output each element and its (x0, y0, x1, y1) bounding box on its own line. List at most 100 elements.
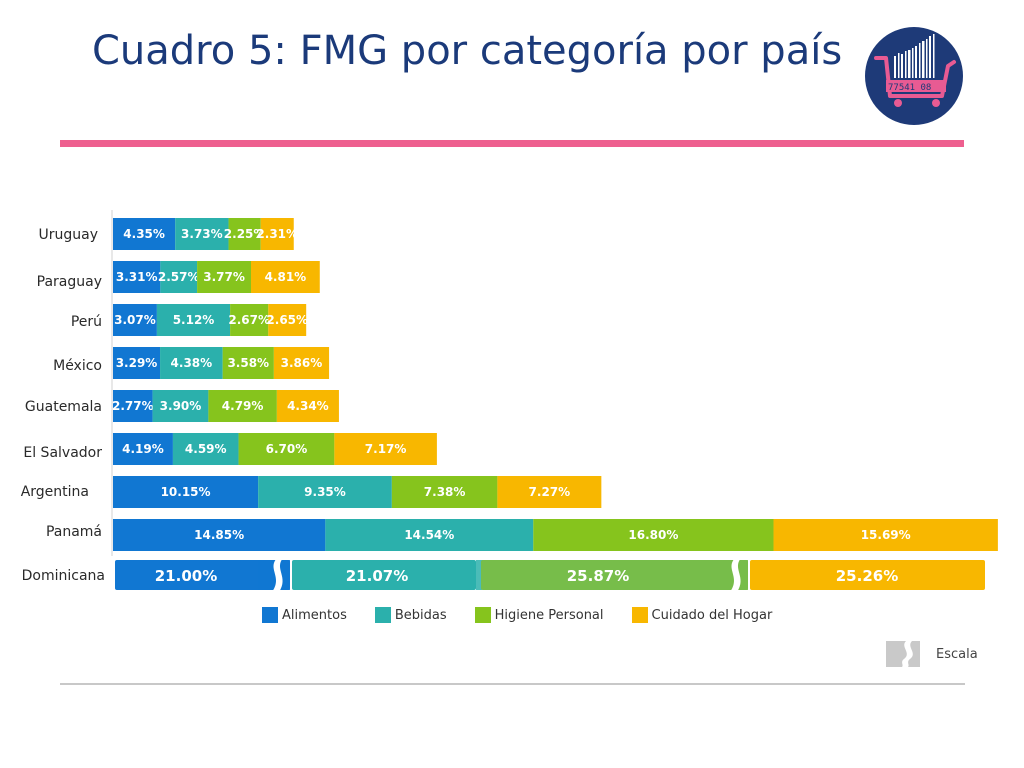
bar-uruguay-alimentos (113, 218, 176, 250)
bar-peru-higiene-personal (230, 304, 269, 336)
bar-panama-higiene-personal (533, 519, 774, 551)
legend-label: Cuidado del Hogar (651, 607, 773, 623)
bar-peru-cuidado-del-hogar (268, 304, 307, 336)
bar-argentina-alimentos (113, 476, 259, 508)
legend: Alimentos Bebidas Higiene Personal Cuidado … (262, 604, 772, 626)
category-label-3: Perú (71, 314, 102, 330)
bar-paraguay-alimentos (113, 261, 161, 293)
scale-note: Escala (886, 641, 978, 667)
data-label-dominicana-bebidas: 21.07% (346, 567, 408, 585)
data-label-paraguay-bebidas: 2.57% (158, 270, 200, 284)
bar-paraguay-bebidas (160, 261, 198, 293)
data-label-peru-cuidado-del-hogar: 2.65% (266, 313, 308, 327)
data-label-uruguay-bebidas: 3.73% (181, 227, 223, 241)
data-label-mexico-cuidado-del-hogar: 3.86% (281, 356, 323, 370)
data-label-uruguay-cuidado-del-hogar: 2.31% (256, 227, 298, 241)
scale-break-mark-3 (730, 558, 741, 592)
data-label-argentina-cuidado-del-hogar: 7.27% (529, 485, 571, 499)
category-label-9: Dominicana (22, 568, 105, 584)
title-underline (60, 140, 964, 147)
data-label-argentina-alimentos: 10.15% (161, 485, 211, 499)
data-label-dominicana-higiene-personal: 25.87% (567, 567, 629, 585)
data-label-guatemala-bebidas: 3.90% (160, 399, 202, 413)
category-label-8: Panamá (46, 524, 102, 540)
data-label-el-salvador-higiene-personal: 6.70% (266, 442, 308, 456)
data-label-mexico-higiene-personal: 3.58% (227, 356, 269, 370)
bar-argentina-cuidado-del-hogar (497, 476, 602, 508)
category-label-2: Paraguay (37, 274, 102, 290)
legend-label: Bebidas (394, 607, 447, 623)
data-label-peru-alimentos: 3.07% (114, 313, 156, 327)
page-title: Cuadro 5: FMG por categoría por país (92, 28, 843, 74)
legend-item-higiene-personal: Higiene Personal (474, 607, 604, 623)
bar-dominicana-higiene-personal (481, 560, 748, 590)
brand-logo: 77541 08 (865, 27, 963, 125)
legend-swatch (631, 607, 648, 623)
data-label-dominicana-alimentos: 21.00% (155, 567, 217, 585)
data-label-paraguay-alimentos: 3.31% (116, 270, 158, 284)
legend-item-alimentos: Alimentos (262, 607, 347, 623)
bar-dominicana-bebidas (292, 560, 476, 590)
data-label-panama-cuidado-del-hogar: 15.69% (861, 528, 911, 542)
data-label-peru-higiene-personal: 2.67% (228, 313, 270, 327)
data-label-paraguay-cuidado-del-hogar: 4.81% (265, 270, 307, 284)
bar-paraguay-cuidado-del-hogar (250, 261, 320, 293)
bar-el-salvador-alimentos (113, 433, 173, 465)
bar-guatemala-cuidado-del-hogar (276, 390, 339, 422)
bar-el-salvador-cuidado-del-hogar (334, 433, 437, 465)
scale-break-mark-1 (272, 558, 283, 592)
data-label-panama-higiene-personal: 16.80% (628, 528, 678, 542)
data-label-mexico-bebidas: 4.38% (171, 356, 213, 370)
data-label-mexico-alimentos: 3.29% (116, 356, 158, 370)
category-label-1: Uruguay (39, 227, 99, 243)
bar-mexico-bebidas (160, 347, 223, 379)
bar-dominicana-alimentos (115, 560, 290, 590)
category-labels-group: Uruguay Paraguay Perú México Guatemala El Sal… (21, 227, 105, 584)
bar-argentina-bebidas (258, 476, 392, 508)
category-label-5: Guatemala (25, 399, 102, 415)
legend-item-bebidas: Bebidas (374, 607, 447, 623)
barcode-icon (894, 34, 935, 78)
bar-panama-alimentos (113, 519, 326, 551)
data-label-guatemala-cuidado-del-hogar: 4.34% (287, 399, 329, 413)
data-label-argentina-bebidas: 9.35% (304, 485, 346, 499)
data-label-guatemala-alimentos: 2.77% (112, 399, 154, 413)
legend-label: Alimentos (282, 607, 347, 623)
data-label-el-salvador-bebidas: 4.59% (185, 442, 227, 456)
data-label-el-salvador-cuidado-del-hogar: 7.17% (365, 442, 407, 456)
bar-uruguay-cuidado-del-hogar (260, 218, 294, 250)
barcode-number: 77541 08 (888, 83, 931, 93)
bar-el-salvador-higiene-personal (238, 433, 335, 465)
legend-item-cuidado-del-hogar: Cuidado del Hogar (631, 607, 773, 623)
bar-peru-alimentos (113, 304, 157, 336)
bar-mexico-cuidado-del-hogar (273, 347, 330, 379)
bar-guatemala-higiene-personal (208, 390, 277, 422)
bar-el-salvador-bebidas (172, 433, 239, 465)
bar-panama-cuidado-del-hogar (773, 519, 998, 551)
footer-rule (60, 683, 965, 685)
data-label-panama-bebidas: 14.54% (404, 528, 454, 542)
bar-argentina-higiene-personal (391, 476, 498, 508)
category-label-4: México (53, 358, 102, 374)
data-label-argentina-higiene-personal: 7.38% (424, 485, 466, 499)
data-label-peru-bebidas: 5.12% (173, 313, 215, 327)
scale-label: Escala (936, 646, 978, 662)
bar-peru-bebidas (156, 304, 231, 336)
bar-uruguay-higiene-personal (228, 218, 261, 250)
data-label-el-salvador-alimentos: 4.19% (122, 442, 164, 456)
data-label-guatemala-higiene-personal: 4.79% (222, 399, 264, 413)
bar-guatemala-bebidas (152, 390, 209, 422)
bar-uruguay-bebidas (175, 218, 229, 250)
data-label-uruguay-higiene-personal: 2.25% (224, 227, 266, 241)
legend-swatch (262, 607, 278, 623)
legend-swatch (374, 607, 391, 623)
legend-label: Higiene Personal (494, 607, 604, 623)
bar-paraguay-higiene-personal (197, 261, 251, 293)
bar-mexico-alimentos (113, 347, 161, 379)
bar-mexico-higiene-personal (222, 347, 274, 379)
data-label-dominicana-cuidado-del-hogar: 25.26% (836, 567, 898, 585)
data-label-paraguay-higiene-personal: 3.77% (203, 270, 245, 284)
category-label-6: El Salvador (23, 445, 102, 461)
data-label-panama-alimentos: 14.85% (194, 528, 244, 542)
